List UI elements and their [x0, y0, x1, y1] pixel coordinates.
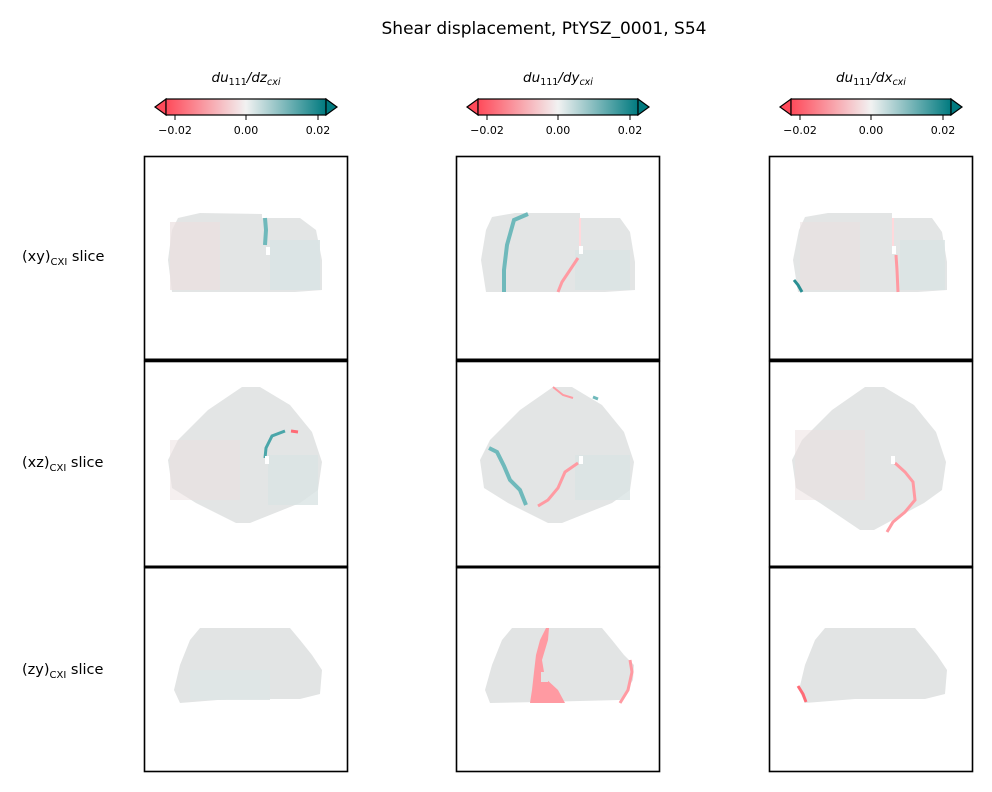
- row-label-xy: (xy)CXI slice: [22, 249, 105, 268]
- colorbar-tick: 0.00: [859, 124, 884, 137]
- panel-xz-dx: [792, 387, 946, 533]
- colorbar-dx: du111/dxcxi −0.02 0.00 0.02: [778, 70, 964, 137]
- panel-separators: [144, 358, 973, 569]
- row-label-xz: (xz)CXI slice: [22, 455, 104, 474]
- colorbar-tick: 0.02: [618, 124, 643, 137]
- colorbar-label-dy: du111/dycxi: [523, 70, 593, 88]
- panel-xy-dx: [792, 213, 947, 293]
- colorbar-tick: 0.02: [931, 124, 956, 137]
- panel-xy-dy: [481, 212, 635, 293]
- colorbar-tick: −0.02: [783, 124, 817, 137]
- panel-zy-dy: [485, 628, 634, 704]
- panel-xz-dz: [168, 387, 322, 523]
- chart-title: Shear displacement, PtYSZ_0001, S54: [382, 19, 707, 39]
- slice-shape: [485, 628, 634, 703]
- panel-zy-dz: [174, 628, 322, 703]
- colorbar-dy: du111/dycxi −0.02 0.00 0.02: [465, 70, 651, 137]
- colorbar-tick: 0.00: [546, 124, 571, 137]
- slice-shape: [799, 628, 947, 703]
- colorbar-label-dx: du111/dxcxi: [836, 70, 906, 88]
- panel-zy-dx: [796, 628, 947, 703]
- panel-xz-dy: [480, 386, 634, 523]
- colorbar-tick: 0.02: [306, 124, 331, 137]
- colorbar-tick: −0.02: [158, 124, 192, 137]
- colorbar-tick: 0.00: [234, 124, 259, 137]
- colorbar-dz: du111/dzcxi −0.02 0.00 0.02: [153, 70, 339, 137]
- panel-xy-dz: [168, 213, 322, 292]
- colorbar-label-dz: du111/dzcxi: [212, 70, 281, 88]
- row-label-zy: (zy)CXI slice: [22, 662, 104, 681]
- colorbar-tick: −0.02: [470, 124, 504, 137]
